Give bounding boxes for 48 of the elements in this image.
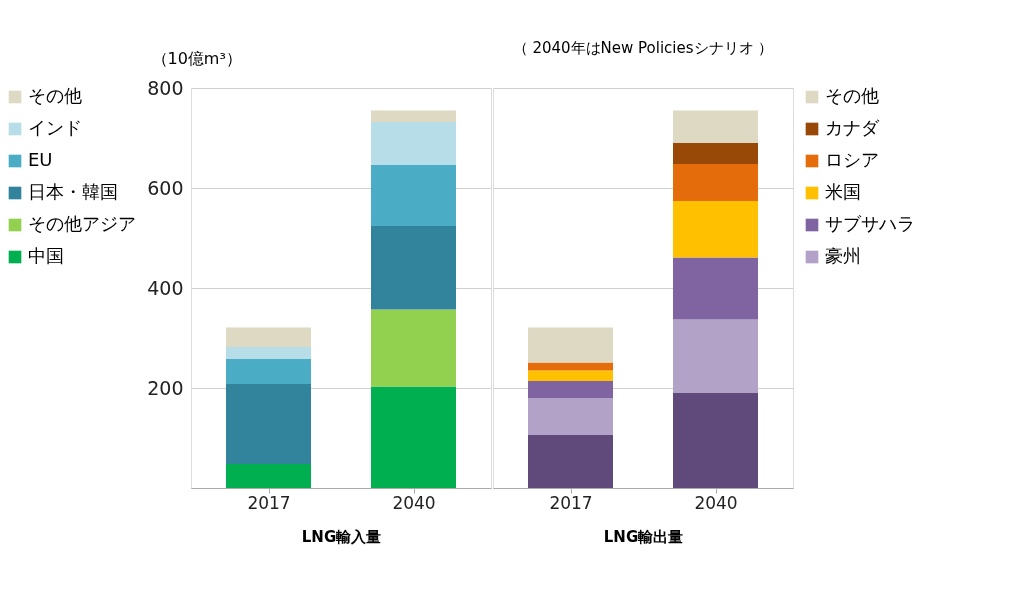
bar bbox=[226, 384, 311, 464]
bar bbox=[673, 319, 758, 393]
bar bbox=[371, 386, 456, 488]
bar bbox=[673, 392, 758, 488]
bar bbox=[528, 362, 613, 371]
bar bbox=[528, 398, 613, 435]
legend-label: 中国 bbox=[28, 245, 64, 266]
bar bbox=[371, 122, 456, 165]
legend-label: その他 bbox=[28, 85, 82, 106]
bar bbox=[673, 257, 758, 320]
legend-label: 豪州 bbox=[825, 245, 861, 266]
legend-label: その他 bbox=[825, 85, 879, 106]
x-axis-title: LNG輸入量 bbox=[301, 527, 382, 546]
bar bbox=[528, 381, 613, 398]
bar bbox=[226, 347, 311, 359]
bar bbox=[371, 226, 456, 310]
y-tick-label: 600 bbox=[147, 176, 184, 199]
legend-label: ロシア bbox=[825, 149, 879, 170]
bar bbox=[226, 359, 311, 384]
bar bbox=[673, 164, 758, 201]
y-axis-title: （10億m³） bbox=[151, 48, 242, 68]
legend-label: インド bbox=[28, 117, 82, 138]
legend-label: EU bbox=[28, 149, 53, 170]
bar bbox=[371, 309, 456, 387]
x-tick-label: 2040 bbox=[392, 492, 436, 513]
y-tick-label: 800 bbox=[147, 76, 184, 99]
text: （ 2040年はNew Policiesシナリオ ） bbox=[512, 39, 774, 57]
bar bbox=[371, 165, 456, 226]
x-tick-label: 2040 bbox=[694, 492, 738, 513]
x-axis-title: LNG輸出量 bbox=[603, 527, 684, 546]
bar bbox=[528, 327, 613, 363]
bar bbox=[226, 464, 311, 488]
legend-label: カナダ bbox=[825, 117, 880, 138]
bar bbox=[528, 435, 613, 488]
bar bbox=[528, 370, 613, 381]
bar bbox=[673, 201, 758, 258]
x-tick-label: 2017 bbox=[549, 492, 593, 513]
bar bbox=[673, 110, 758, 143]
y-tick-label: 400 bbox=[147, 276, 184, 299]
legend-label: サブサハラ bbox=[825, 213, 915, 234]
legend-label: 日本・韓国 bbox=[28, 181, 118, 202]
legend-label: 米国 bbox=[825, 181, 861, 202]
legend-label: その他アジア bbox=[28, 213, 136, 234]
bar bbox=[226, 327, 311, 347]
x-tick-label: 2017 bbox=[247, 492, 291, 513]
bar bbox=[673, 143, 758, 164]
y-tick-label: 200 bbox=[147, 376, 184, 399]
bar bbox=[371, 110, 456, 122]
